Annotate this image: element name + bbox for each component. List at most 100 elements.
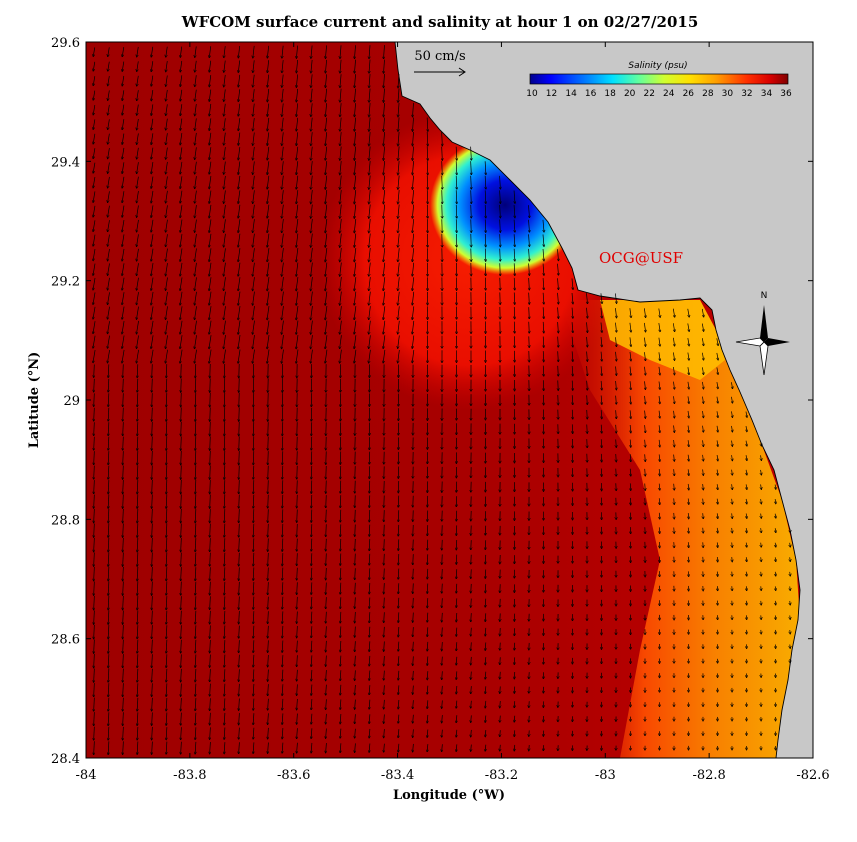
current-vector [325,45,326,58]
brand-label: OCG@USF [599,249,683,267]
current-vector [471,175,472,190]
colorbar-swatch [529,73,789,85]
current-vector [223,349,226,364]
current-vector [543,336,544,347]
current-vector [543,351,544,362]
current-vector [238,146,241,160]
current-vector [558,263,559,276]
current-vector [151,291,154,305]
current-vector [195,378,196,393]
current-vector [325,306,328,320]
current-vector [369,117,370,132]
y-tick-label: 29.4 [51,155,80,170]
current-vector [209,147,212,160]
current-vector [587,395,588,404]
current-vector [94,364,95,377]
current-vector [180,75,183,86]
current-vector [180,190,183,204]
current-vector [180,233,183,247]
current-vector [500,628,501,636]
current-vector [325,146,328,161]
current-vector [659,308,660,318]
current-vector [412,320,415,334]
current-vector [296,219,299,233]
current-vector [152,364,153,378]
current-vector [659,366,660,375]
current-vector [108,133,110,145]
current-vector [282,277,284,291]
current-vector [311,146,313,161]
current-vector [194,277,197,290]
current-vector [572,322,573,333]
current-vector [137,219,139,232]
current-vector [442,175,443,190]
current-vector [514,219,515,233]
current-vector [267,175,270,189]
current-vector [296,74,299,87]
current-vector [688,396,689,403]
current-vector [340,88,341,103]
current-vector [93,47,96,56]
current-vector [412,291,415,305]
y-tick-label: 29.2 [51,275,80,290]
colorbar-tick-label: 14 [565,89,577,99]
current-vector [442,132,443,146]
current-vector [93,249,96,261]
current-vector [137,162,139,174]
current-vector [282,117,284,131]
current-vector [209,176,212,189]
current-vector [238,335,241,349]
current-vector [311,277,313,291]
current-vector [209,219,212,232]
current-vector [136,306,139,320]
current-vector [572,351,573,361]
current-vector [107,306,110,320]
current-vector [224,103,226,116]
current-vector [673,352,674,360]
current-vector [151,335,154,348]
current-vector [123,364,124,377]
current-vector [165,277,168,290]
current-vector [180,205,183,218]
current-vector [296,132,299,145]
current-vector [616,380,617,390]
current-vector [238,248,241,262]
current-vector [601,395,602,404]
colorbar-tick-label: 20 [624,89,636,99]
current-vector [673,381,674,390]
current-vector [108,176,110,188]
current-vector [543,248,544,261]
current-vector [615,308,616,318]
current-vector [311,335,313,349]
current-vector [151,205,154,217]
current-vector [224,175,226,189]
current-vector [412,233,415,248]
current-vector [340,117,342,132]
nearshore-yellow-strip [600,300,725,380]
current-vector [354,204,357,219]
coastal-orange-band [560,300,800,758]
current-vector [369,262,371,277]
current-vector [427,161,428,175]
current-vector [267,349,270,364]
y-tick-label: 28.6 [51,633,80,648]
current-vector [166,89,168,101]
current-vector [136,277,139,291]
current-vector [195,393,196,407]
current-vector [209,46,212,57]
current-vector [253,60,255,72]
current-vector [165,262,168,276]
x-tick-label: -83.8 [173,768,206,783]
current-vector [253,89,255,102]
current-vector [165,335,168,348]
current-vector [282,291,284,306]
current-vector [151,147,154,160]
current-vector [340,349,342,364]
current-vector [500,175,501,189]
current-vector [500,190,501,203]
current-vector [325,335,328,349]
current-vector [369,349,371,363]
current-vector [687,308,689,317]
current-vector [325,233,328,248]
